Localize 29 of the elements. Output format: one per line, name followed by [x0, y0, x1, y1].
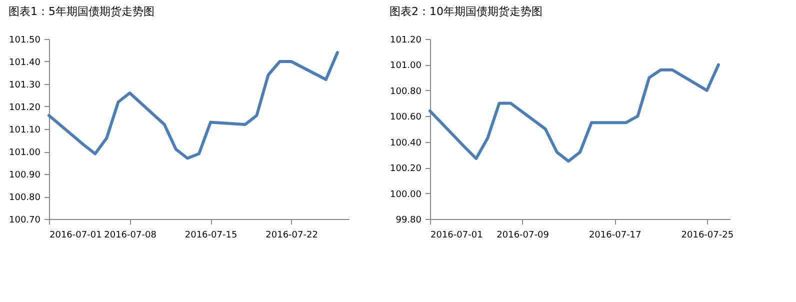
y-tick-label: 100.00 [390, 190, 422, 200]
y-tick-label: 100.80 [9, 193, 41, 203]
y-tick-label: 101.00 [390, 61, 422, 72]
y-tick-label: 100.70 [9, 216, 41, 226]
y-tick-label: 101.40 [9, 58, 41, 68]
y-tick-label: 100.90 [9, 170, 41, 180]
x-tick-label: 2016-07-01 [430, 230, 483, 240]
chart-title: 图表2：10年期国债期货走势图 [390, 5, 543, 18]
x-tick-label: 2016-07-15 [184, 230, 238, 240]
x-tick-label: 2016-07-22 [266, 230, 318, 240]
x-tick-label: 2016-07-25 [681, 230, 734, 240]
x-tick-label: 2016-07-17 [588, 230, 642, 240]
y-tick-label: 101.50 [9, 36, 41, 46]
y-tick-label: 101.10 [9, 126, 41, 136]
x-tick-label: 2016-07-01 [50, 230, 102, 240]
y-tick-label: 101.20 [390, 36, 422, 46]
y-tick-label: 101.00 [9, 148, 41, 158]
line-series [428, 63, 720, 163]
chart-title: 图表1：5年期国债期货走势图 [8, 5, 155, 18]
x-tick-label: 2016-07-09 [496, 230, 550, 240]
y-tick-label: 101.30 [9, 80, 41, 90]
y-tick-label: 101.20 [9, 103, 41, 113]
y-tick-label: 99.80 [396, 216, 422, 226]
y-tick-label: 100.20 [390, 164, 422, 174]
x-tick-label: 2016-07-08 [104, 230, 157, 240]
line-series [48, 51, 339, 160]
y-tick-label: 100.60 [390, 112, 422, 123]
y-tick-label: 100.40 [390, 138, 422, 148]
y-tick-label: 100.80 [390, 86, 422, 97]
